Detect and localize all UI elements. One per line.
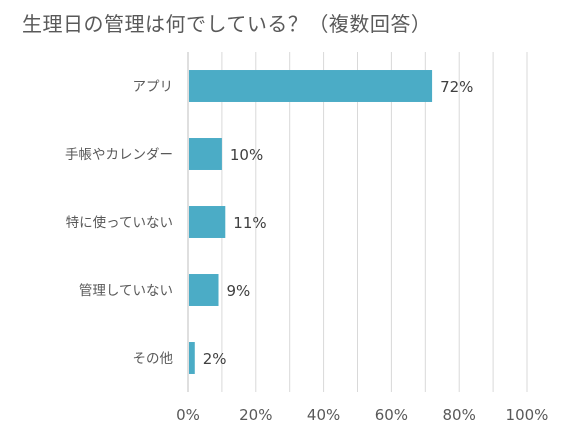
x-tick-label: 40% <box>307 406 340 424</box>
data-label: 11% <box>233 214 266 232</box>
category-label: 手帳やカレンダー <box>65 147 173 163</box>
category-label: アプリ <box>133 79 174 95</box>
chart-title: 生理日の管理は何でしている？（複数回答） <box>22 12 432 36</box>
x-tick-label: 100% <box>506 406 549 424</box>
x-tick-label: 60% <box>375 406 408 424</box>
bar <box>189 206 226 238</box>
category-label: 管理していない <box>79 283 173 299</box>
x-tick-label: 20% <box>239 406 272 424</box>
category-label: その他 <box>133 351 174 367</box>
x-tick-label: 0% <box>176 406 200 424</box>
data-label: 10% <box>230 146 263 164</box>
bar <box>189 70 433 102</box>
data-label: 9% <box>227 282 251 300</box>
data-label: 2% <box>203 350 227 368</box>
bar <box>189 138 222 170</box>
bar <box>189 274 219 306</box>
data-label: 72% <box>440 78 473 96</box>
bar <box>189 342 195 374</box>
category-label: 特に使っていない <box>66 214 173 231</box>
x-tick-label: 80% <box>443 406 476 424</box>
